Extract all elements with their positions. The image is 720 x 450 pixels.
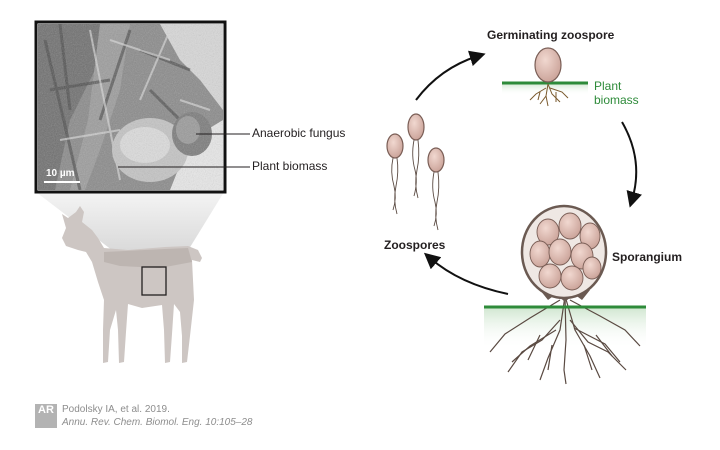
arrow-germinating-to-sporangium [621, 121, 642, 208]
arrow-zoospores-to-germinating [415, 50, 486, 101]
sporangium-illustration [484, 204, 646, 385]
label-plant-biomass-line1: Plant [594, 79, 622, 93]
sporangium-spores [529, 212, 602, 291]
zoospores-illustration [386, 113, 445, 231]
label-plant-biomass-line2: biomass [594, 93, 639, 107]
scale-bar-label: 10 µm [46, 168, 75, 179]
cycle-arrows [415, 50, 642, 295]
citation-journal: Annu. Rev. Chem. Biomol. Eng. 10:105–28 [62, 417, 253, 428]
label-sporangium: Sporangium [612, 250, 683, 264]
label-zoospores: Zoospores [384, 238, 446, 252]
label-plant-biomass: Plant biomass [252, 159, 328, 173]
micrograph-image [34, 20, 250, 194]
citation-authors: Podolsky IA, et al. 2019. [62, 404, 170, 415]
annual-reviews-logo: AR [35, 404, 57, 428]
label-anaerobic-fungus: Anaerobic fungus [252, 126, 346, 140]
germinating-zoospore-illustration [502, 47, 588, 107]
label-germinating-zoospore: Germinating zoospore [487, 28, 615, 42]
goat-silhouette [36, 192, 224, 363]
arrow-sporangium-to-zoospores [423, 252, 509, 295]
